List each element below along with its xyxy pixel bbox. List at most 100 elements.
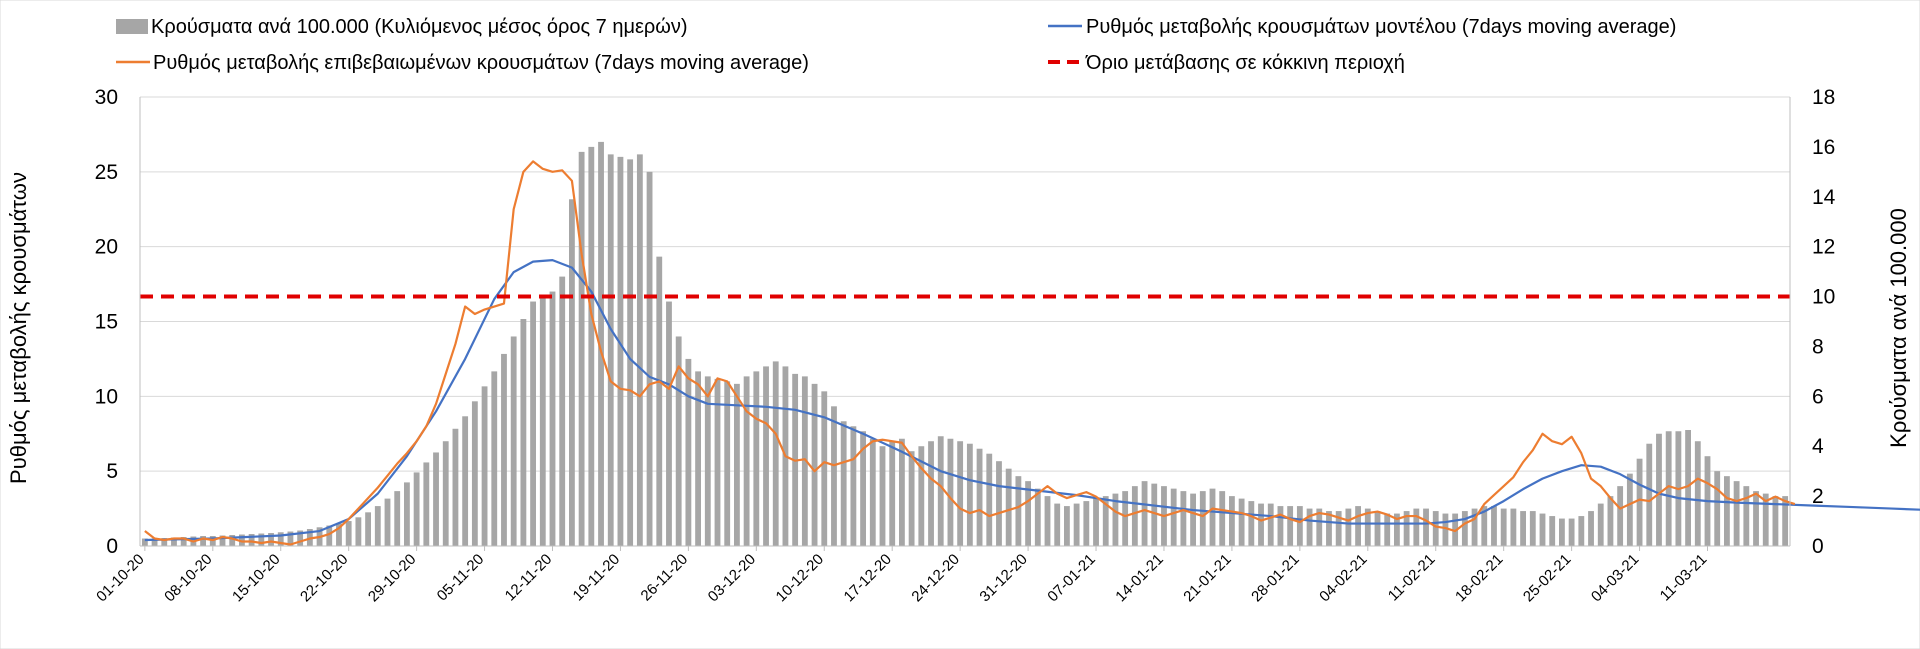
bar: [1694, 441, 1701, 546]
bar: [1568, 518, 1575, 546]
bar: [1219, 491, 1226, 546]
bar: [899, 438, 905, 546]
y-tick-label-left: 5: [106, 460, 118, 483]
bar: [1248, 501, 1255, 546]
bar: [1287, 506, 1294, 546]
bar: [1015, 476, 1022, 546]
bar: [860, 431, 866, 546]
bar: [1724, 476, 1730, 546]
bar: [442, 441, 449, 546]
bar: [1481, 506, 1488, 546]
bar: [617, 156, 624, 546]
bar: [258, 533, 265, 546]
bar: [433, 452, 439, 546]
bar: [646, 171, 653, 547]
bar: [481, 386, 488, 546]
bar: [1326, 511, 1332, 546]
bar: [704, 376, 711, 546]
bar: [277, 532, 284, 546]
legend: Κρούσματα ανά 100.000 (Κυλιόμενος μέσος …: [116, 16, 1676, 74]
bar: [850, 426, 857, 546]
bar: [1258, 503, 1264, 546]
bar: [1423, 508, 1429, 546]
bar: [287, 531, 294, 546]
bar: [714, 378, 721, 546]
bar: [161, 538, 168, 546]
y-tick-label-right: 10: [1812, 286, 1835, 309]
bar: [1102, 496, 1109, 546]
confirmed-rate-line: [144, 160, 1796, 546]
bar: [811, 383, 818, 546]
bar: [1384, 513, 1391, 546]
bar-series: [141, 141, 1789, 547]
bar: [869, 438, 876, 546]
bar: [1199, 491, 1206, 546]
bar: [1044, 496, 1051, 546]
y-axis-right-title: Κρούσματα ανά 100.000: [1886, 208, 1911, 448]
bar: [753, 371, 760, 546]
bar: [248, 534, 255, 546]
bar: [1306, 508, 1313, 546]
bar: [821, 391, 828, 546]
bar: [1529, 511, 1536, 546]
bar: [1093, 498, 1099, 546]
bar: [889, 441, 896, 546]
y-tick-label-right: 6: [1812, 385, 1824, 408]
bar: [937, 436, 944, 546]
y-tick-label-right: 2: [1812, 485, 1824, 508]
bar: [1762, 493, 1769, 546]
bar: [1277, 506, 1284, 546]
bar: [1131, 486, 1138, 546]
bar: [1578, 516, 1585, 546]
bar: [510, 336, 517, 546]
bar: [675, 336, 682, 546]
bar: [1034, 488, 1041, 546]
bar: [1025, 481, 1031, 546]
y-axis-left-ticks: 0 5 10 15 20 25 30: [95, 86, 118, 558]
bar: [539, 296, 546, 546]
bar: [666, 301, 672, 546]
y-tick-label-left: 25: [95, 161, 118, 184]
y-tick-label-right: 16: [1812, 136, 1835, 159]
bar: [413, 472, 420, 546]
bar: [1355, 506, 1361, 546]
bar: [1064, 506, 1070, 546]
bar: [462, 416, 469, 546]
bar: [1267, 503, 1274, 546]
bar: [588, 146, 595, 546]
bar: [1180, 491, 1187, 546]
bar: [1394, 513, 1400, 546]
y-tick-label-right: 12: [1812, 236, 1835, 259]
bar: [180, 537, 187, 546]
bar: [1335, 511, 1342, 546]
bar: [1151, 483, 1158, 546]
bar: [1112, 493, 1119, 546]
bar: [656, 256, 663, 546]
legend-label: Κρούσματα ανά 100.000 (Κυλιόμενος μέσος …: [151, 16, 688, 38]
bar: [1073, 503, 1080, 546]
bar: [141, 538, 148, 546]
bar: [1510, 508, 1517, 546]
legend-item-cases-per-100k: Κρούσματα ανά 100.000 (Κυλιόμενος μέσος …: [116, 16, 688, 38]
bar: [976, 448, 983, 546]
bar: [345, 521, 352, 546]
y-tick-label-right: 8: [1812, 335, 1824, 358]
bar: [1238, 498, 1245, 546]
bar: [1656, 433, 1662, 546]
bar: [957, 441, 964, 546]
bar: [200, 536, 206, 546]
bar: [763, 366, 769, 546]
bar: [1005, 468, 1012, 546]
bar: [1471, 508, 1478, 546]
bar: [1122, 491, 1129, 546]
bar: [423, 462, 430, 546]
bar: [1733, 481, 1740, 546]
bar: [986, 453, 993, 546]
bar: [1782, 496, 1789, 546]
bar: [1170, 488, 1177, 546]
bar: [928, 441, 934, 546]
bar: [743, 376, 750, 546]
bar: [336, 523, 342, 546]
y-tick-label-right: 14: [1812, 186, 1836, 209]
